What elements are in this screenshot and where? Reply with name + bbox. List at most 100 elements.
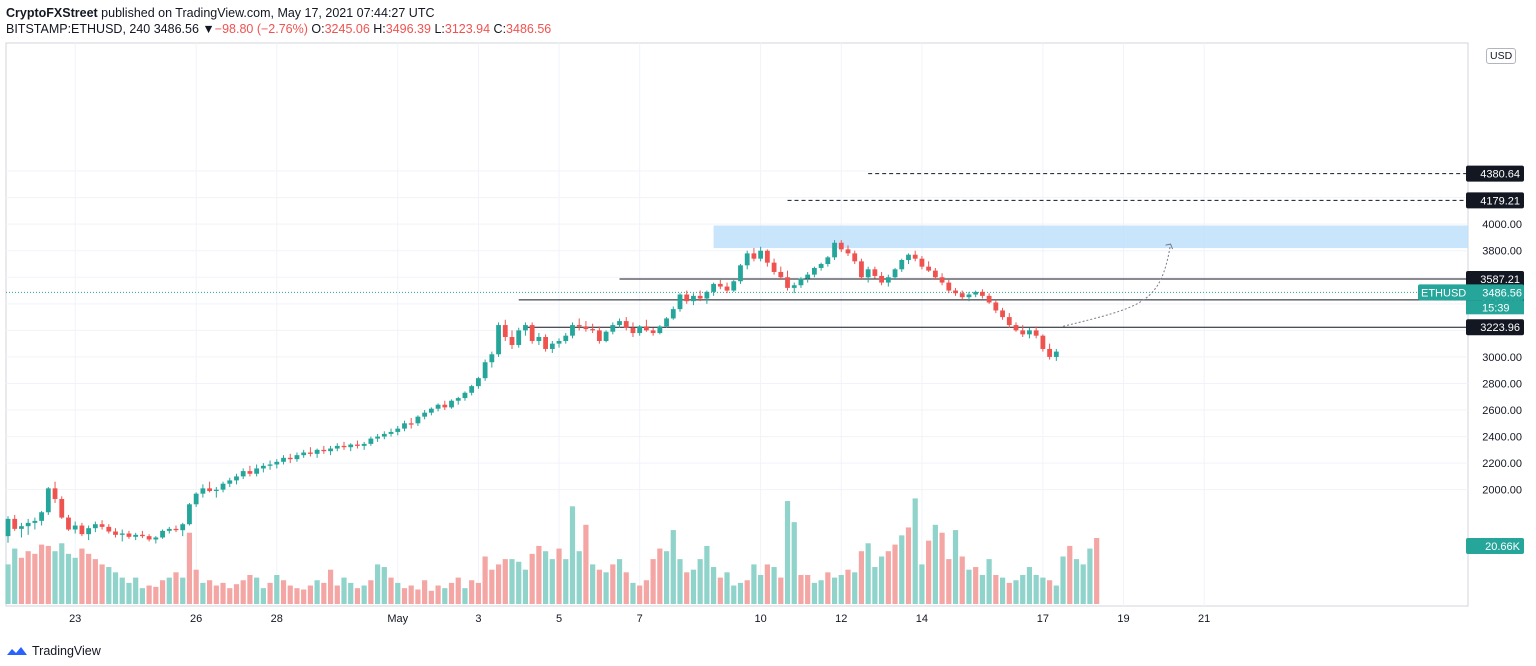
volume-bar	[670, 530, 676, 604]
volume-bar	[207, 580, 213, 604]
y-tick-label: 2800.00	[1482, 378, 1522, 390]
volume-bar	[905, 527, 912, 604]
author-name[interactable]: CryptoFXStreet	[6, 6, 98, 20]
volume-bar	[395, 582, 401, 604]
candle-body	[355, 444, 360, 446]
x-tick-label: 19	[1117, 613, 1129, 625]
volume-bar	[926, 540, 932, 604]
candle-body	[798, 278, 804, 286]
candle-body	[630, 327, 636, 334]
candle-body	[388, 431, 394, 434]
candle-body	[845, 249, 851, 254]
candle-body	[314, 449, 320, 454]
candle-body	[160, 530, 165, 538]
candle-body	[482, 362, 488, 379]
volume-bar	[126, 582, 132, 604]
symbol-label[interactable]: BITSTAMP:ETHUSD, 240	[6, 22, 151, 36]
volume-bar	[502, 559, 508, 604]
volume-bar	[946, 559, 952, 604]
volume-bar	[663, 551, 670, 604]
candle-body	[200, 488, 206, 494]
volume-bar	[650, 559, 656, 604]
candle-body	[583, 326, 589, 330]
volume-bar	[139, 588, 145, 604]
candle-body	[72, 525, 78, 530]
change-text: −98.80 (−2.76%)	[214, 22, 308, 36]
volume-bar	[247, 574, 253, 604]
candle-body	[79, 525, 85, 535]
candle-body	[993, 302, 999, 311]
volume-bar	[361, 585, 367, 604]
volume-bar	[717, 577, 723, 604]
volume-tag	[1466, 538, 1524, 554]
candle-body	[126, 533, 132, 537]
candle-body	[576, 325, 582, 327]
volume-bar	[180, 577, 186, 604]
volume-bar	[543, 551, 549, 604]
volume-bar	[489, 569, 495, 604]
y-tick-label: 2000.00	[1482, 485, 1522, 497]
candle-body	[442, 404, 448, 408]
volume-bar	[522, 569, 529, 604]
volume-bar	[1067, 545, 1073, 604]
volume-bar	[623, 572, 629, 604]
volume-bar	[368, 580, 374, 604]
candle-body	[603, 331, 609, 341]
candle-body	[879, 275, 884, 283]
candle-body	[207, 488, 212, 492]
ohlc-legend: BITSTAMP:ETHUSD, 240 3486.56 ▼−98.80 (−2…	[6, 21, 551, 37]
currency-badge[interactable]: USD	[1486, 48, 1517, 64]
x-tick-label: May	[387, 613, 408, 625]
candle-body	[959, 293, 965, 298]
candle-body	[892, 269, 898, 278]
volume-bar	[912, 498, 918, 604]
volume-bar	[556, 548, 562, 604]
volume-bar	[791, 522, 797, 604]
volume-bar	[294, 588, 300, 604]
volume-bar	[1020, 574, 1026, 604]
candle-body	[926, 266, 932, 271]
y-tick-label: 2200.00	[1482, 458, 1522, 470]
candle-body	[657, 326, 663, 334]
volume-bar	[260, 588, 266, 604]
volume-bar	[1087, 548, 1093, 604]
volume-bar	[764, 564, 770, 604]
candle-body	[778, 271, 784, 278]
level-tag	[1466, 192, 1524, 209]
candle-body	[422, 412, 428, 417]
volume-bar	[1047, 580, 1053, 604]
candle-body	[328, 448, 333, 452]
candle-body	[260, 465, 266, 469]
candle-body	[966, 294, 972, 298]
x-tick-label: 12	[835, 613, 847, 625]
footer-branding: TradingView	[6, 644, 101, 658]
volume-bar	[973, 567, 979, 604]
volume-bar	[825, 572, 831, 604]
volume-bar	[45, 545, 51, 604]
volume-bar	[1080, 564, 1086, 604]
candle-body	[906, 254, 911, 261]
level-label: 4380.64	[1480, 169, 1520, 181]
volume-bar	[401, 588, 408, 604]
volume-bar	[482, 556, 488, 604]
footer-brand-text[interactable]: TradingView	[32, 644, 101, 658]
volume-bar	[1073, 559, 1080, 604]
candle-body	[885, 277, 891, 283]
y-tick-label: 2600.00	[1482, 405, 1522, 417]
candle-body	[664, 318, 669, 327]
candle-body	[919, 258, 925, 267]
volume-bar	[92, 559, 98, 604]
candle-body	[953, 290, 958, 294]
volume-bar	[495, 564, 502, 604]
volume-bar	[166, 577, 172, 604]
candle-body	[610, 325, 616, 332]
candle-body	[25, 522, 31, 527]
volume-bar	[879, 556, 885, 604]
volume-bar	[959, 556, 965, 604]
last-price-symbol: ETHUSD	[1421, 287, 1466, 299]
candle-body	[140, 534, 145, 537]
x-tick-label: 14	[916, 613, 928, 625]
candle-body	[234, 476, 239, 481]
volume-bar	[79, 548, 85, 604]
